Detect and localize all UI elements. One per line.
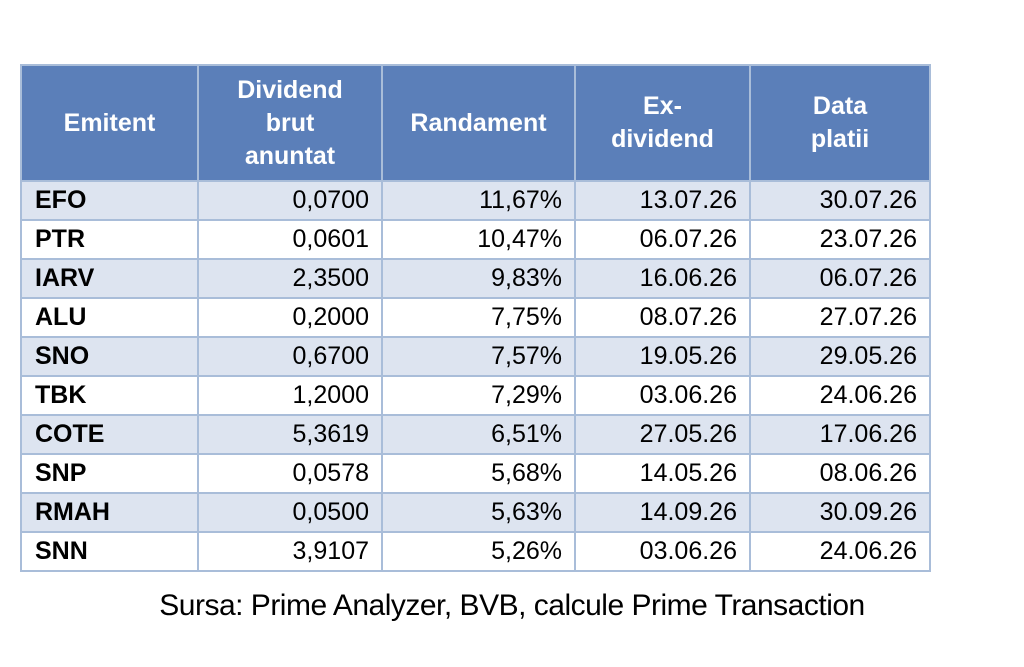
data-platii-cell: 29.05.26 <box>749 336 931 377</box>
data-platii-cell: 06.07.26 <box>749 258 931 299</box>
dividend-table: Emitent Dividend brut anuntat Randament … <box>20 64 931 572</box>
data-platii-cell: 17.06.26 <box>749 414 931 455</box>
column-header-ex-dividend: Ex- dividend <box>574 64 751 182</box>
dividend-cell: 0,2000 <box>197 297 383 338</box>
table-row: EFO 0,0700 11,67% 13.07.26 30.07.26 <box>20 180 931 221</box>
data-platii-cell: 08.06.26 <box>749 453 931 494</box>
table-row: SNN 3,9107 5,26% 03.06.26 24.06.26 <box>20 531 931 572</box>
randament-cell: 9,83% <box>381 258 576 299</box>
randament-cell: 7,57% <box>381 336 576 377</box>
column-header-emitent: Emitent <box>20 64 199 182</box>
table-row: TBK 1,2000 7,29% 03.06.26 24.06.26 <box>20 375 931 416</box>
table-row: RMAH 0,0500 5,63% 14.09.26 30.09.26 <box>20 492 931 533</box>
table-header-row: Emitent Dividend brut anuntat Randament … <box>20 64 931 182</box>
emitent-cell: SNP <box>20 453 199 494</box>
table-row: SNP 0,0578 5,68% 14.05.26 08.06.26 <box>20 453 931 494</box>
emitent-cell: ALU <box>20 297 199 338</box>
column-header-randament: Randament <box>381 64 576 182</box>
emitent-cell: PTR <box>20 219 199 260</box>
source-note: Sursa: Prime Analyzer, BVB, calcule Prim… <box>159 589 865 622</box>
table-row: PTR 0,0601 10,47% 06.07.26 23.07.26 <box>20 219 931 260</box>
randament-cell: 5,68% <box>381 453 576 494</box>
dividend-cell: 2,3500 <box>197 258 383 299</box>
column-header-data-platii: Data platii <box>749 64 931 182</box>
ex-dividend-cell: 14.05.26 <box>574 453 751 494</box>
dividend-cell: 0,0601 <box>197 219 383 260</box>
ex-dividend-cell: 08.07.26 <box>574 297 751 338</box>
dividend-cell: 3,9107 <box>197 531 383 572</box>
dividend-cell: 0,6700 <box>197 336 383 377</box>
data-platii-cell: 30.07.26 <box>749 180 931 221</box>
dividend-cell: 0,0500 <box>197 492 383 533</box>
randament-cell: 6,51% <box>381 414 576 455</box>
emitent-cell: RMAH <box>20 492 199 533</box>
emitent-cell: COTE <box>20 414 199 455</box>
emitent-cell: IARV <box>20 258 199 299</box>
dividend-cell: 0,0578 <box>197 453 383 494</box>
ex-dividend-cell: 16.06.26 <box>574 258 751 299</box>
randament-cell: 11,67% <box>381 180 576 221</box>
dividend-cell: 5,3619 <box>197 414 383 455</box>
ex-dividend-cell: 14.09.26 <box>574 492 751 533</box>
data-platii-cell: 24.06.26 <box>749 531 931 572</box>
dividend-cell: 0,0700 <box>197 180 383 221</box>
ex-dividend-cell: 06.07.26 <box>574 219 751 260</box>
emitent-cell: TBK <box>20 375 199 416</box>
emitent-cell: SNN <box>20 531 199 572</box>
ex-dividend-cell: 03.06.26 <box>574 375 751 416</box>
ex-dividend-cell: 27.05.26 <box>574 414 751 455</box>
table-row: ALU 0,2000 7,75% 08.07.26 27.07.26 <box>20 297 931 338</box>
ex-dividend-cell: 03.06.26 <box>574 531 751 572</box>
ex-dividend-cell: 19.05.26 <box>574 336 751 377</box>
randament-cell: 7,29% <box>381 375 576 416</box>
data-platii-cell: 27.07.26 <box>749 297 931 338</box>
randament-cell: 5,26% <box>381 531 576 572</box>
data-platii-cell: 23.07.26 <box>749 219 931 260</box>
table-row: SNO 0,6700 7,57% 19.05.26 29.05.26 <box>20 336 931 377</box>
emitent-cell: SNO <box>20 336 199 377</box>
randament-cell: 5,63% <box>381 492 576 533</box>
randament-cell: 10,47% <box>381 219 576 260</box>
table-row: IARV 2,3500 9,83% 16.06.26 06.07.26 <box>20 258 931 299</box>
dividend-cell: 1,2000 <box>197 375 383 416</box>
ex-dividend-cell: 13.07.26 <box>574 180 751 221</box>
data-platii-cell: 24.06.26 <box>749 375 931 416</box>
table-row: COTE 5,3619 6,51% 27.05.26 17.06.26 <box>20 414 931 455</box>
emitent-cell: EFO <box>20 180 199 221</box>
randament-cell: 7,75% <box>381 297 576 338</box>
data-platii-cell: 30.09.26 <box>749 492 931 533</box>
column-header-dividend-brut-anuntat: Dividend brut anuntat <box>197 64 383 182</box>
